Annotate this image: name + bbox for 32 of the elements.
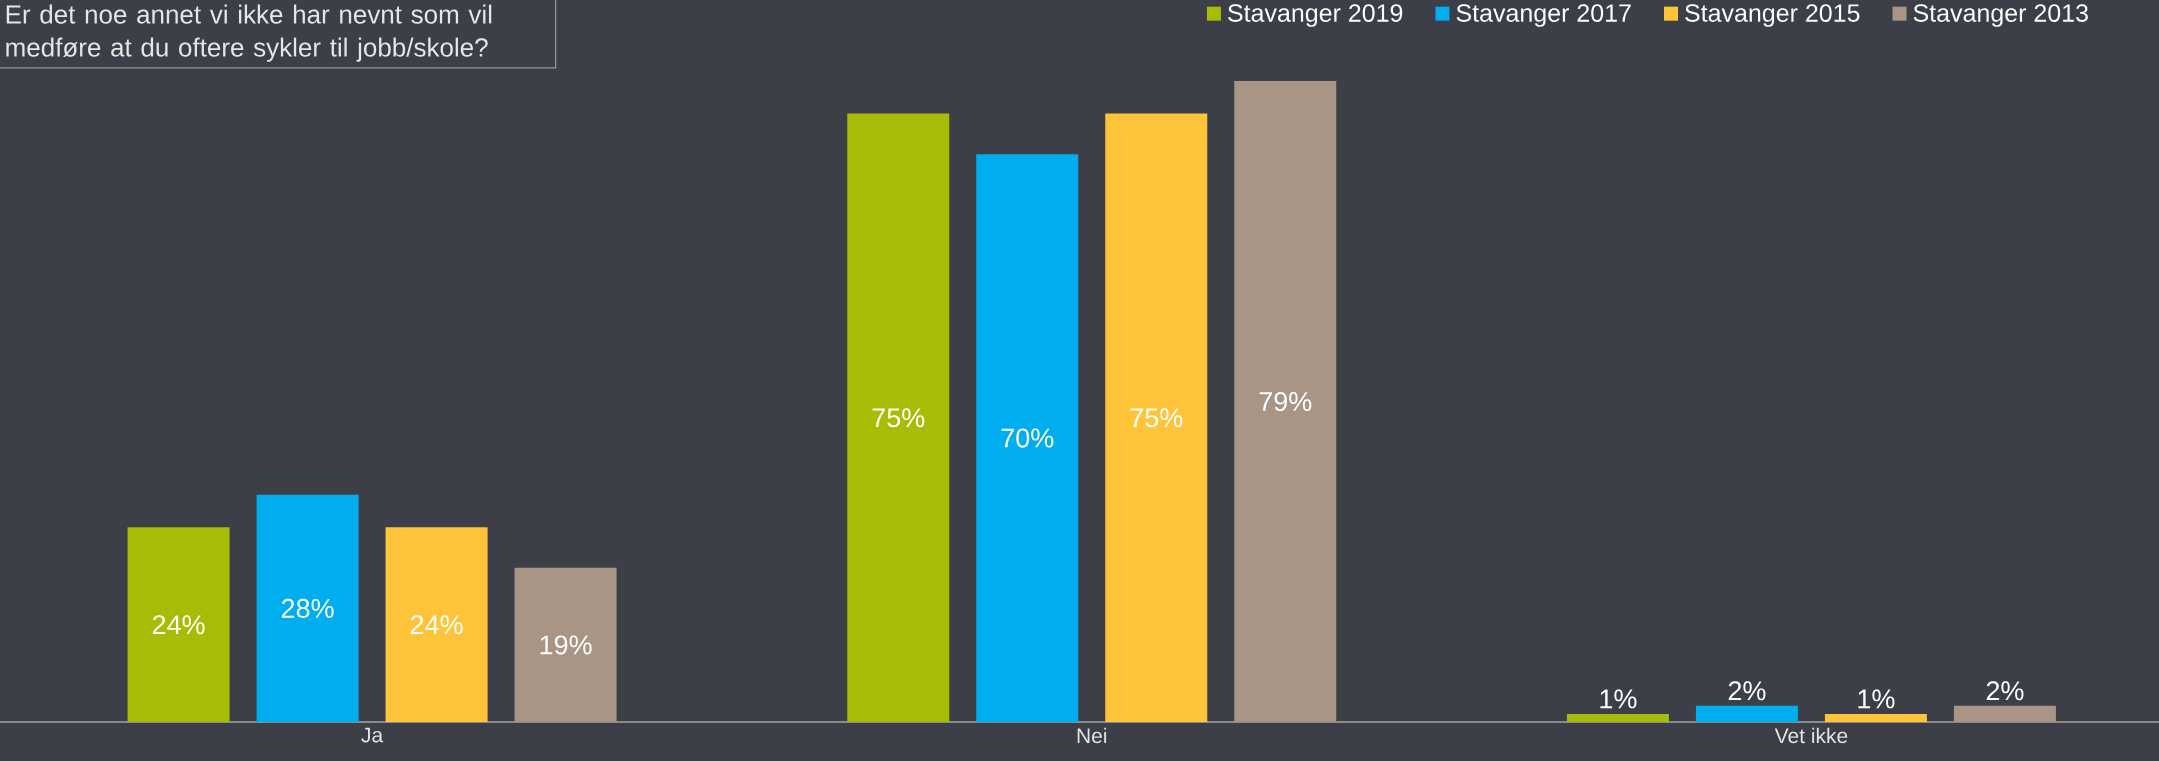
x-tick-label: Ja xyxy=(361,727,384,743)
bar xyxy=(127,527,230,722)
data-label: 75% xyxy=(1130,408,1183,428)
bar xyxy=(1824,713,1927,722)
bar xyxy=(1105,113,1208,722)
data-label: 1% xyxy=(1858,689,1895,709)
data-label: 75% xyxy=(872,408,925,428)
legend-label: Stavanger 2017 xyxy=(1456,4,1631,27)
data-label: 2% xyxy=(1986,681,2024,701)
bar xyxy=(1234,81,1337,722)
legend-label: Stavanger 2015 xyxy=(1685,4,1860,27)
legend-label: Stavanger 2013 xyxy=(1913,4,2088,27)
data-label: 79% xyxy=(1259,392,1312,412)
data-label: 28% xyxy=(281,598,334,618)
data-label: 24% xyxy=(410,615,463,635)
x-tick-label: Vet ikke xyxy=(1774,727,1848,744)
data-label: 2% xyxy=(1728,681,1766,701)
bar xyxy=(976,154,1079,722)
bar xyxy=(1695,705,1798,722)
x-tick-label: Nei xyxy=(1077,727,1107,744)
data-label: 1% xyxy=(1600,689,1637,709)
data-label: 19% xyxy=(540,635,592,655)
bar xyxy=(514,567,617,722)
bar xyxy=(1566,713,1669,722)
legend-label: Stavanger 2019 xyxy=(1228,4,1403,27)
bar xyxy=(385,527,488,722)
bar xyxy=(1953,705,2056,722)
data-label: 70% xyxy=(1001,428,1054,448)
bar xyxy=(256,494,359,722)
text: Er det noe annet vi ikke har nevnt som vil medføre at du oftere sykler til jobb/skole? xyxy=(6,4,492,62)
data-label: 24% xyxy=(152,615,205,635)
bar xyxy=(847,113,950,722)
